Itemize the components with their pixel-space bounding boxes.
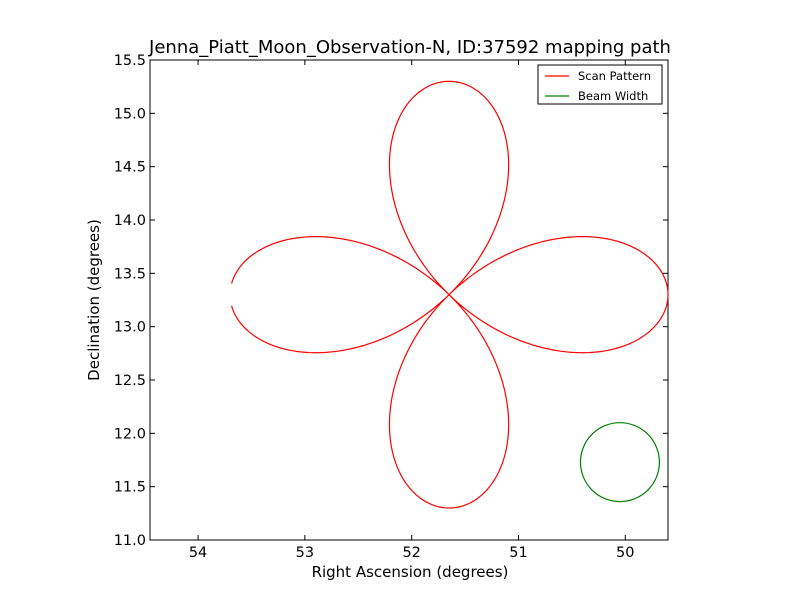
x-tick-label: 52 xyxy=(402,545,420,561)
y-tick-label: 11.5 xyxy=(114,480,146,496)
x-tick-label: 53 xyxy=(296,545,314,561)
legend-scan-pattern-label: Scan Pattern xyxy=(578,69,651,83)
y-tick-label: 12.5 xyxy=(114,373,146,389)
y-axis-title: Declination (degrees) xyxy=(85,219,103,381)
y-axis: 11.0 11.5 12.0 12.5 13.0 13.5 14.0 14.5 15.0 15.5 xyxy=(114,53,668,549)
x-tick-label: 50 xyxy=(616,545,634,561)
y-tick-label: 13.0 xyxy=(114,320,146,336)
y-tick-label: 15.0 xyxy=(114,106,146,122)
legend: Scan Pattern Beam Width xyxy=(537,64,663,105)
axes-frame xyxy=(149,59,669,541)
beam-width-circle xyxy=(579,422,661,503)
legend-beam-width-label: Beam Width xyxy=(578,89,648,103)
plot-area: 54 53 52 51 50 11.011.512.012.513.013.514.01… xyxy=(114,53,669,561)
x-axis: 54 53 52 51 50 xyxy=(189,60,635,561)
y-tick-label: 14.0 xyxy=(114,213,146,229)
chart-title: Jenna_Piatt_Moon_Observation-N, ID:37592… xyxy=(148,37,671,58)
y-tick-label: 15.5 xyxy=(114,53,146,69)
legend-box xyxy=(537,64,663,105)
y-tick-label: 11.0 xyxy=(114,533,146,549)
y-tick-label: 13.5 xyxy=(114,266,146,282)
scan-pattern-line xyxy=(231,80,669,509)
x-tick-label: 54 xyxy=(189,545,207,561)
x-axis-title: Right Ascension (degrees) xyxy=(312,563,509,581)
y-tick-label: 14.5 xyxy=(114,160,146,176)
x-tick-label: 51 xyxy=(509,545,527,561)
series-layer xyxy=(231,80,669,509)
y-tick-label: 12.0 xyxy=(114,426,146,442)
